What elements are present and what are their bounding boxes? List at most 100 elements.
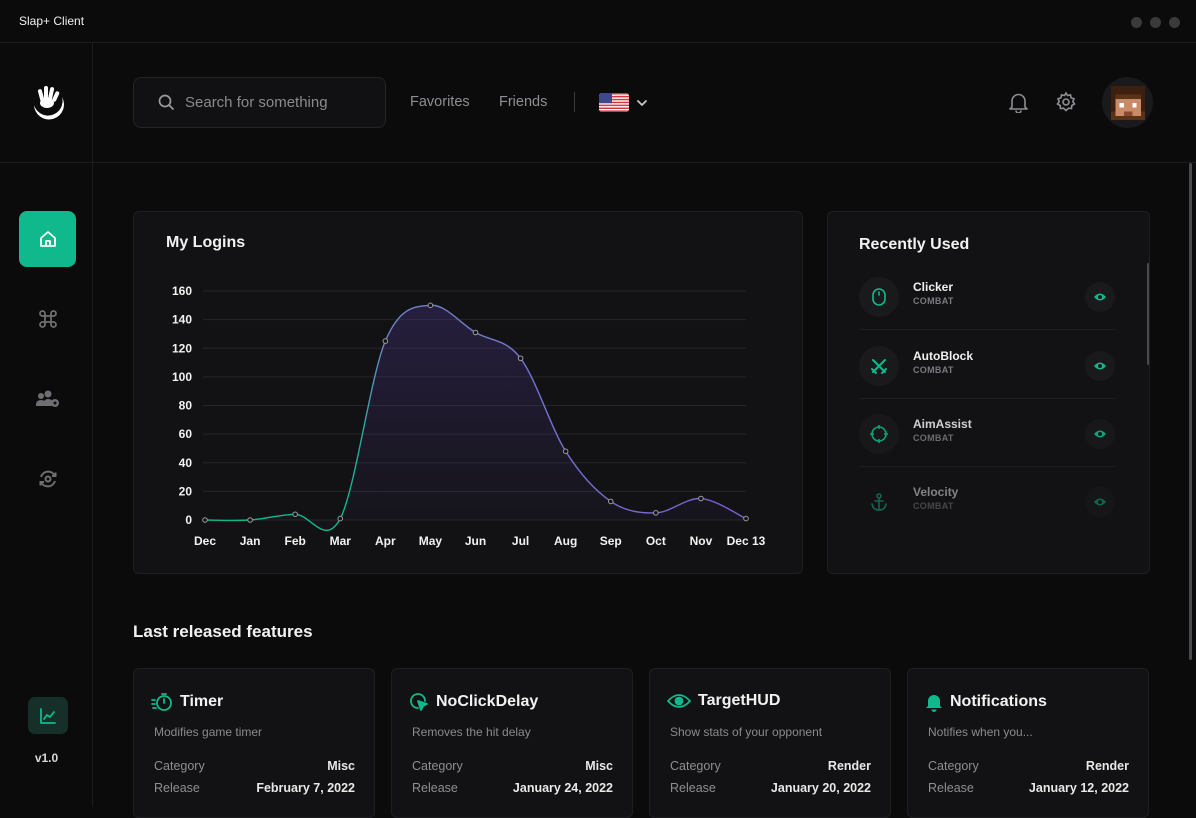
feature-desc: Show stats of your opponent xyxy=(670,725,823,739)
y-tick-label: 100 xyxy=(172,370,192,384)
recent-item[interactable]: Clicker COMBAT xyxy=(859,262,1115,330)
data-point xyxy=(562,448,569,455)
recent-scrollbar[interactable] xyxy=(1147,263,1149,365)
logins-title: My Logins xyxy=(166,234,246,251)
features-section-title: Last released features xyxy=(133,622,313,641)
x-tick-label: Feb xyxy=(284,534,305,548)
eye-icon[interactable] xyxy=(1085,487,1115,517)
feature-card-notifications[interactable]: Notifications Notifies when you... Categ… xyxy=(907,668,1149,818)
feature-name: NoClickDelay xyxy=(436,693,539,710)
y-tick-label: 20 xyxy=(179,484,193,498)
chart-line-series xyxy=(204,304,747,532)
hand-moon-logo[interactable] xyxy=(28,83,68,123)
recently-used-card: Recently Used Clicker COMBAT AutoBlock C… xyxy=(827,211,1150,574)
data-point xyxy=(337,515,344,522)
x-tick-label: Jan xyxy=(240,534,261,548)
x-tick-label: May xyxy=(419,534,443,548)
data-point xyxy=(472,329,479,336)
eye-icon[interactable] xyxy=(1085,351,1115,381)
favorites-link[interactable]: Favorites xyxy=(410,94,470,110)
sync-icon xyxy=(39,470,56,488)
sidebar-item-home[interactable] xyxy=(19,211,76,267)
eye-icon xyxy=(667,694,691,708)
eye-icon[interactable] xyxy=(1085,419,1115,449)
search-input[interactable] xyxy=(185,94,375,111)
logins-card: My Logins 0 20 40 60 80 100 120 140 160 Dec Jan Feb… xyxy=(133,211,803,574)
feature-name: Notifications xyxy=(950,693,1047,710)
sidebar-divider xyxy=(0,162,93,163)
release-value: January 20, 2022 xyxy=(770,781,871,795)
release-label: Release xyxy=(928,781,974,795)
recent-item[interactable]: Velocity COMBAT xyxy=(859,467,1115,535)
recent-item-name: Velocity xyxy=(913,485,959,499)
feature-desc: Modifies game timer xyxy=(154,725,263,739)
feature-card-noclickdelay[interactable]: NoClickDelay Removes the hit delay Categ… xyxy=(391,668,633,818)
data-point xyxy=(653,510,659,516)
category-label: Category xyxy=(154,759,205,773)
release-label: Release xyxy=(412,781,458,795)
category-label: Category xyxy=(928,759,979,773)
us-flag-icon[interactable] xyxy=(599,93,629,112)
chevron-down-icon[interactable] xyxy=(636,96,648,114)
maximize-button[interactable] xyxy=(1150,17,1161,28)
category-label: Category xyxy=(670,759,721,773)
release-value: January 12, 2022 xyxy=(1028,781,1129,795)
sidebar: v1.0 xyxy=(0,43,93,807)
recent-item[interactable]: AutoBlock COMBAT xyxy=(859,331,1115,399)
swords-icon xyxy=(871,359,887,374)
x-tick-label: Mar xyxy=(330,534,352,548)
x-tick-label: Jul xyxy=(512,534,529,548)
x-tick-label: Sep xyxy=(600,534,622,548)
crosshair-icon xyxy=(870,425,888,443)
chart-area xyxy=(205,305,746,531)
bell-icon[interactable] xyxy=(1008,91,1029,118)
search-box[interactable] xyxy=(133,77,386,128)
x-tick-label: Apr xyxy=(375,534,396,548)
eye-icon[interactable] xyxy=(1085,282,1115,312)
data-point xyxy=(517,355,524,362)
stopwatch-icon xyxy=(151,693,172,711)
y-tick-label: 80 xyxy=(179,399,193,413)
main-scrollbar[interactable] xyxy=(1189,163,1192,660)
top-bar: Favorites Friends xyxy=(93,43,1196,163)
y-tick-label: 160 xyxy=(172,284,192,298)
feature-name: Timer xyxy=(180,693,224,710)
sidebar-item-sync[interactable] xyxy=(19,451,76,507)
x-tick-label: Dec 13 xyxy=(727,534,766,548)
search-icon xyxy=(158,94,174,110)
close-button[interactable] xyxy=(1169,17,1180,28)
logins-chart: 0 20 40 60 80 100 120 140 160 Dec Jan Feb Mar Apr May J… xyxy=(172,284,766,548)
recent-item-category: COMBAT xyxy=(913,296,954,306)
friends-link[interactable]: Friends xyxy=(499,94,548,110)
version-label: v1.0 xyxy=(34,751,59,765)
x-tick-label: Oct xyxy=(646,534,666,548)
recently-used-title: Recently Used xyxy=(859,236,970,253)
cursor-click-icon xyxy=(410,693,428,711)
category-value: Render xyxy=(1085,759,1129,773)
sidebar-item-users[interactable] xyxy=(19,371,76,427)
category-value: Render xyxy=(827,759,871,773)
chart-line-icon xyxy=(40,707,56,724)
avatar[interactable] xyxy=(1102,77,1153,128)
feature-card-targethud[interactable]: TargetHUD Show stats of your opponent Ca… xyxy=(649,668,891,818)
feature-card-timer[interactable]: Timer Modifies game timer Category Misc R… xyxy=(133,668,375,818)
y-tick-label: 0 xyxy=(185,513,192,527)
release-value: February 7, 2022 xyxy=(256,781,355,795)
recent-item[interactable]: AimAssist COMBAT xyxy=(859,399,1115,467)
gear-icon[interactable] xyxy=(1055,91,1077,118)
release-label: Release xyxy=(670,781,716,795)
feature-desc: Notifies when you... xyxy=(928,725,1033,739)
stats-button[interactable] xyxy=(28,697,68,734)
category-label: Category xyxy=(412,759,463,773)
recent-item-name: AutoBlock xyxy=(913,349,973,363)
release-value: January 24, 2022 xyxy=(512,781,613,795)
x-tick-label: Dec xyxy=(194,534,216,548)
sidebar-item-modules[interactable] xyxy=(19,291,76,347)
topbar-divider xyxy=(574,92,575,112)
feature-desc: Removes the hit delay xyxy=(412,725,531,739)
mouse-icon xyxy=(872,288,886,306)
anchor-icon xyxy=(871,493,887,511)
minimize-button[interactable] xyxy=(1131,17,1142,28)
recent-item-category: COMBAT xyxy=(913,501,954,511)
category-value: Misc xyxy=(327,759,355,773)
